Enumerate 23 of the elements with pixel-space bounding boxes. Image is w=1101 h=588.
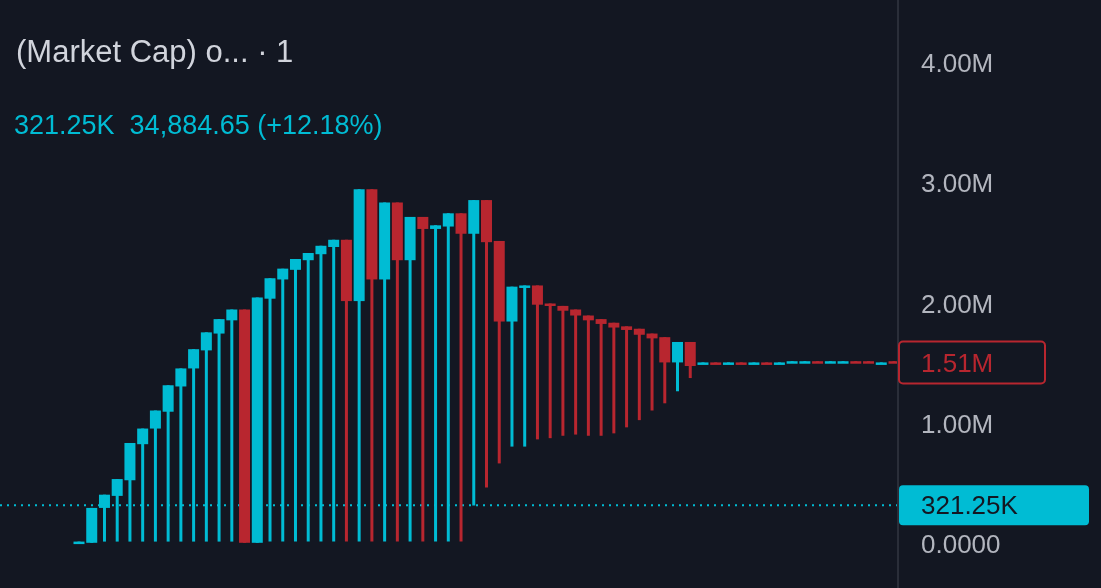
candlestick — [417, 216, 429, 542]
candlestick — [672, 341, 684, 392]
ref-line-label: 321.25K — [921, 490, 1019, 521]
candlestick — [621, 326, 633, 428]
candlestick — [442, 213, 454, 542]
y-tick-label: 1.00M — [921, 408, 994, 439]
y-tick-label: 4.00M — [921, 48, 994, 79]
y-tick-label: 3.00M — [921, 168, 994, 199]
candlestick — [289, 259, 301, 542]
candlestick — [633, 328, 645, 422]
text: 1.51M — [921, 347, 994, 378]
y-tick-label: 0.0000 — [921, 529, 1001, 560]
candlestick — [430, 225, 442, 542]
candlestick — [544, 303, 556, 440]
candlestick — [519, 285, 531, 447]
text: 321.25K 34,884.65 (+12.18%) — [14, 110, 383, 140]
text: (Market Cap) o... · 1 — [16, 34, 294, 69]
candlestick — [149, 410, 161, 542]
candlestick — [531, 285, 543, 440]
candlestick — [557, 304, 569, 436]
candlestick — [455, 213, 467, 542]
y-tick-label: 2.00M — [921, 288, 994, 319]
candlestick — [570, 309, 582, 435]
